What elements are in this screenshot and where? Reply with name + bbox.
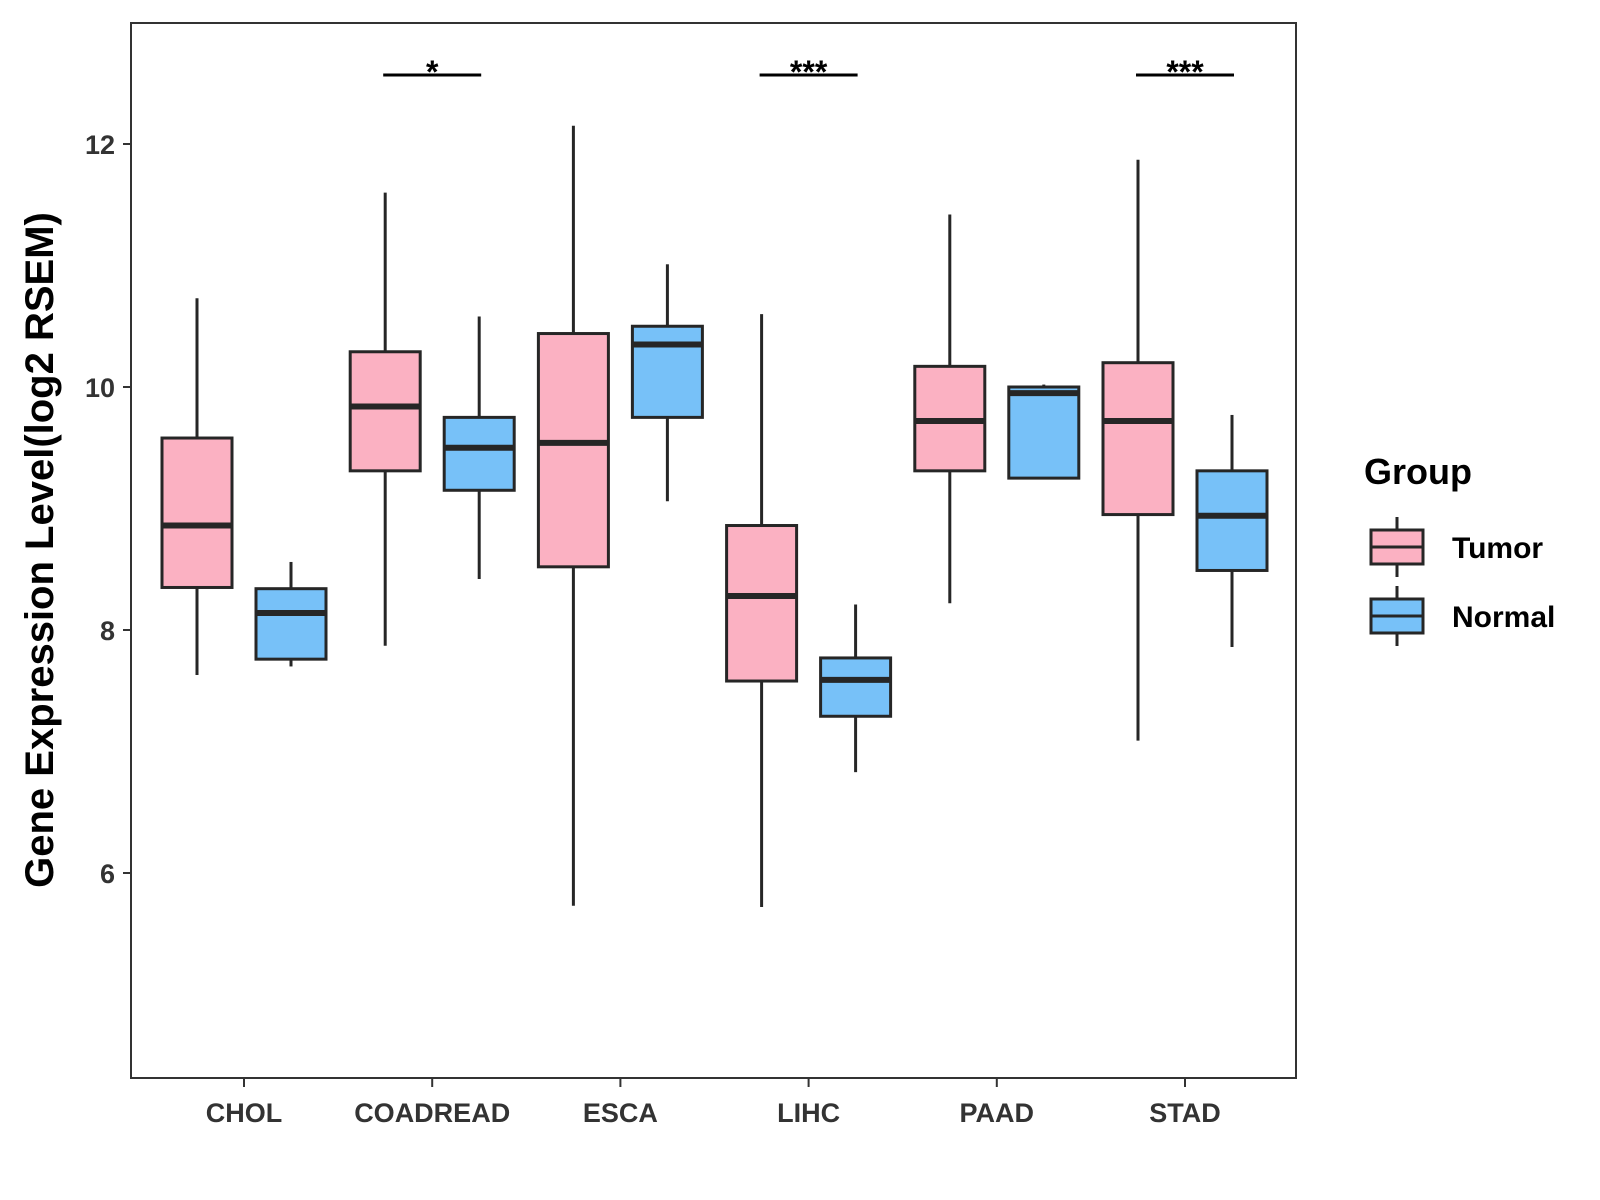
box-iqr xyxy=(630,324,704,419)
legend-label: Tumor xyxy=(1452,532,1543,565)
legend-label: Normal xyxy=(1452,601,1555,634)
y-tick-label: 10 xyxy=(85,373,115,403)
y-tick-label: 6 xyxy=(100,859,115,889)
box-tumor-lihc xyxy=(725,314,799,908)
x-tick-label: LIHC xyxy=(777,1098,840,1128)
y-tick-label: 12 xyxy=(85,130,115,160)
box-normal-stad xyxy=(1195,414,1269,648)
x-tick-label: PAAD xyxy=(960,1098,1035,1128)
box-iqr xyxy=(1101,361,1175,517)
box-tumor-paad xyxy=(913,214,987,604)
x-axis: CHOL COADREAD ESCA LIHC PAAD STAD xyxy=(206,1078,1221,1128)
box-normal-lihc xyxy=(819,604,893,773)
y-tick-label: 8 xyxy=(100,616,115,646)
box-iqr xyxy=(725,524,799,683)
box-iqr xyxy=(254,587,328,661)
box-iqr xyxy=(442,415,516,492)
box-normal-coadread xyxy=(442,316,516,579)
legend-item-normal: Normal xyxy=(1369,586,1555,646)
significance-annotations: * *** *** xyxy=(383,54,1234,90)
box-iqr xyxy=(160,436,234,589)
box-tumor-chol xyxy=(160,298,234,675)
significance-label: *** xyxy=(790,54,828,90)
y-axis: 6 8 10 12 xyxy=(85,130,131,889)
legend-title: Group xyxy=(1364,451,1472,492)
x-tick-label: STAD xyxy=(1149,1098,1221,1128)
x-tick-label: CHOL xyxy=(206,1098,283,1128)
x-tick-label: ESCA xyxy=(583,1098,658,1128)
box-tumor-stad xyxy=(1101,159,1175,741)
box-series xyxy=(160,125,1269,908)
box-normal-esca xyxy=(630,264,704,502)
box-iqr xyxy=(819,656,893,718)
box-tumor-coadread xyxy=(348,192,422,646)
panel-border xyxy=(130,22,1297,1079)
significance-label: *** xyxy=(1166,54,1204,90)
box-iqr xyxy=(348,350,422,473)
legend: Group Tumor Normal xyxy=(1364,451,1555,646)
box-iqr xyxy=(1195,469,1269,572)
box-tumor-esca xyxy=(536,125,610,906)
box-normal-chol xyxy=(254,561,328,667)
legend-item-tumor: Tumor xyxy=(1369,517,1543,577)
significance-label: * xyxy=(426,54,439,90)
x-tick-label: COADREAD xyxy=(354,1098,510,1128)
box-iqr xyxy=(536,332,610,569)
box-normal-paad xyxy=(1007,384,1081,480)
box-iqr xyxy=(1007,385,1081,480)
y-axis-title: Gene Expression Level(log2 RSEM) xyxy=(18,212,62,888)
